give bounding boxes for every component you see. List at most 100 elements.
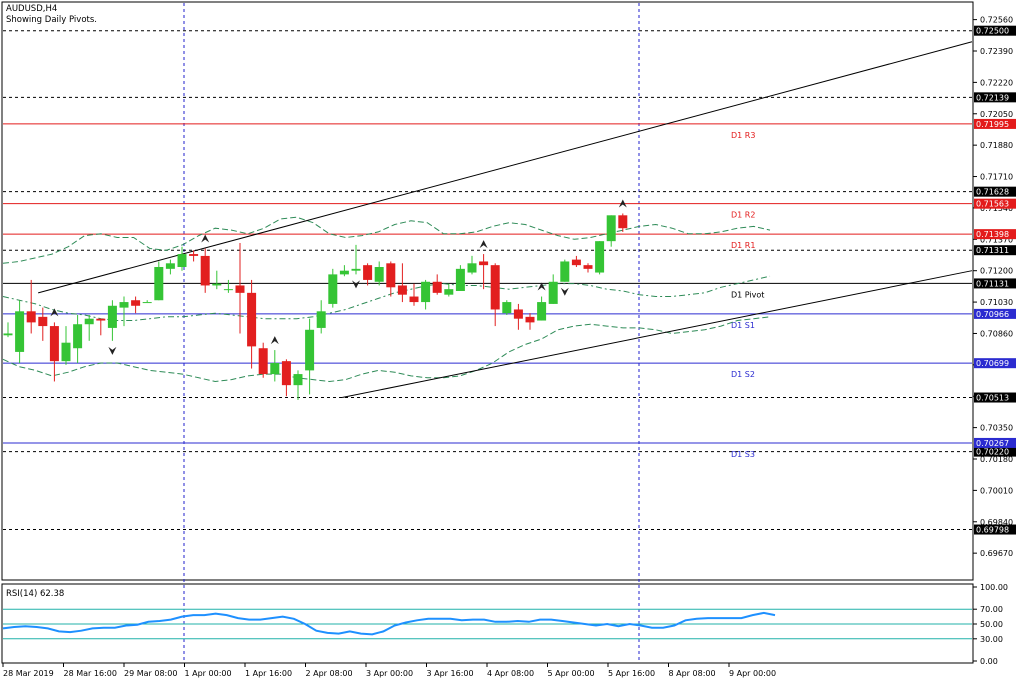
pivot-axis-label: 0.71398 xyxy=(976,230,1009,239)
x-tick-label: 3 Apr 00:00 xyxy=(366,669,413,678)
x-tick-label: 4 Apr 08:00 xyxy=(487,669,534,678)
price-level-axis-label: 0.72500 xyxy=(976,27,1009,36)
price-level-axis-label: 0.72139 xyxy=(976,93,1009,102)
candle-body xyxy=(595,241,605,273)
fractal-up-arrow-icon xyxy=(50,308,59,317)
pivot-label: D1 S2 xyxy=(731,370,755,379)
price-y-tick-label: 0.71370 xyxy=(980,235,1013,244)
pivot-axis-label: 0.70966 xyxy=(976,310,1009,319)
chart-symbol-title: AUDUSD,H4 xyxy=(6,4,57,14)
candle-body xyxy=(177,254,187,267)
candle-body xyxy=(432,281,442,293)
pivot-axis-label: 0.71563 xyxy=(976,200,1009,209)
candle-body xyxy=(583,265,593,269)
rsi-y-tick-label: 50.00 xyxy=(980,620,1003,629)
x-tick-label: 28 Mar 2019 xyxy=(3,669,54,678)
price-level-axis-tag xyxy=(974,524,1016,535)
candle-body xyxy=(571,259,581,266)
candle-body xyxy=(258,348,268,375)
candle-body xyxy=(537,302,547,321)
candle-body xyxy=(84,318,94,325)
rsi-y-tick-label: 100.00 xyxy=(980,583,1008,592)
fractal-down-arrow-icon xyxy=(560,287,569,296)
candle-body xyxy=(490,265,500,310)
price-y-tick-label: 0.70350 xyxy=(980,424,1013,433)
rsi-y-tick-label: 0.00 xyxy=(980,657,998,666)
price-level-axis-tag xyxy=(974,392,1016,403)
price-y-tick-label: 0.69670 xyxy=(980,549,1013,558)
candle-body xyxy=(119,302,129,308)
candle-body xyxy=(142,302,152,304)
price-y-tick-label: 0.71710 xyxy=(980,173,1013,182)
x-tick-label: 9 Apr 00:00 xyxy=(729,669,776,678)
candle-body xyxy=(479,261,489,266)
candle-body xyxy=(560,261,570,282)
candle-body xyxy=(96,318,106,321)
candle-body xyxy=(374,267,384,282)
fractal-up-arrow-icon xyxy=(201,234,210,243)
x-tick-label: 5 Apr 16:00 xyxy=(608,669,655,678)
rsi-line xyxy=(2,611,776,636)
candle-body xyxy=(513,309,523,319)
candle-body xyxy=(3,333,13,336)
candle-body xyxy=(281,361,291,386)
rsi-title: RSI(14) 62.38 xyxy=(6,589,64,599)
price-y-tick-label: 0.70010 xyxy=(980,486,1013,495)
pivot-axis-tag xyxy=(974,278,1016,289)
price-y-tick-label: 0.72050 xyxy=(980,110,1013,119)
x-tick-label: 1 Apr 00:00 xyxy=(185,669,232,678)
candle-body xyxy=(305,329,315,371)
price-level-axis-label: 0.71311 xyxy=(976,246,1009,255)
fractal-down-arrow-icon xyxy=(352,280,360,289)
price-y-tick-label: 0.70860 xyxy=(980,329,1013,338)
candle-body xyxy=(200,255,210,286)
candle-body xyxy=(525,316,535,323)
candle-body xyxy=(316,311,326,328)
pivot-label: D1 S1 xyxy=(731,321,755,330)
price-level-axis-label: 0.70220 xyxy=(976,448,1009,457)
price-y-tick-label: 0.71880 xyxy=(980,141,1013,150)
price-y-tick-label: 0.70180 xyxy=(980,455,1013,464)
pivot-label: D1 S3 xyxy=(731,450,755,459)
pivot-axis-tag xyxy=(974,308,1016,319)
pivot-label: D1 R3 xyxy=(731,131,755,140)
price-y-tick-label: 0.72560 xyxy=(980,16,1013,25)
price-level-axis-tag xyxy=(974,25,1016,36)
candle-body xyxy=(502,302,512,314)
rsi-y-tick-label: 30.00 xyxy=(980,635,1003,644)
fractal-up-arrow-icon xyxy=(270,336,279,345)
pivot-axis-label: 0.70267 xyxy=(976,439,1009,448)
pivot-axis-label: 0.70699 xyxy=(976,359,1009,368)
candle-body xyxy=(397,285,407,295)
candle-body xyxy=(386,263,396,288)
pivot-axis-tag xyxy=(974,118,1016,129)
candle-body xyxy=(339,270,349,275)
candle-body xyxy=(351,268,361,271)
candle-body xyxy=(235,285,245,293)
x-tick-label: 5 Apr 00:00 xyxy=(548,669,595,678)
candle-body xyxy=(270,363,280,375)
candle-body xyxy=(363,265,373,280)
candle-body xyxy=(606,215,616,242)
x-tick-label: 1 Apr 16:00 xyxy=(245,669,292,678)
x-tick-label: 3 Apr 16:00 xyxy=(427,669,474,678)
fractal-up-arrow-icon xyxy=(479,240,488,249)
bollinger-upper-band xyxy=(2,216,771,264)
price-level-axis-label: 0.71628 xyxy=(976,188,1009,197)
candle-body xyxy=(107,305,117,328)
candle-body xyxy=(444,289,454,295)
price-panel-frame xyxy=(1,1,974,581)
candle-body xyxy=(409,296,419,303)
candle-body xyxy=(212,283,222,286)
candle-body xyxy=(421,281,431,303)
pivot-axis-tag xyxy=(974,198,1016,209)
candle-body xyxy=(548,281,558,304)
candle-body xyxy=(165,263,175,269)
candle-body xyxy=(61,342,71,362)
candle-body xyxy=(73,324,83,349)
pivot-axis-label: 0.71131 xyxy=(976,279,1009,288)
candle-body xyxy=(189,254,199,256)
candle-body xyxy=(15,311,25,352)
